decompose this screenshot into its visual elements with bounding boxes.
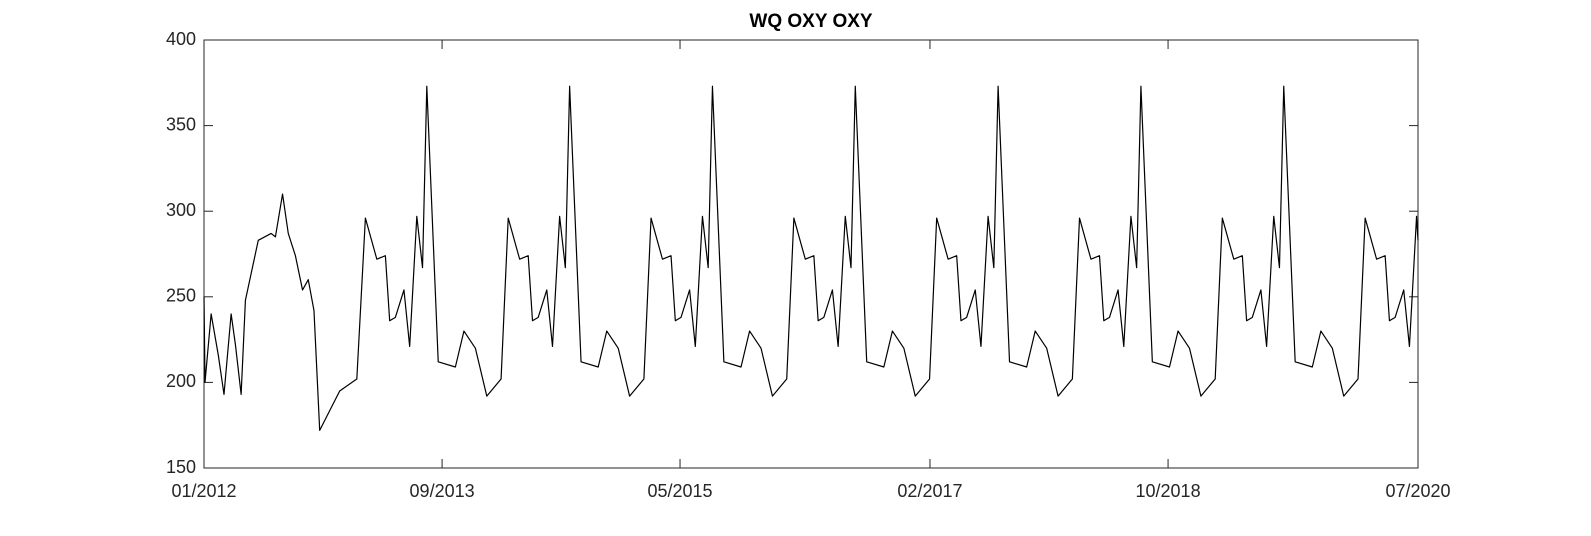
y-tick-label: 350 [166, 114, 196, 134]
y-tick-label: 200 [166, 371, 196, 391]
x-tick-label: 10/2018 [1136, 481, 1201, 501]
y-tick-label: 150 [166, 457, 196, 477]
x-tick-label: 01/2012 [171, 481, 236, 501]
chart-title: WQ OXY OXY [749, 11, 873, 32]
x-tick-label: 09/2013 [410, 481, 475, 501]
y-tick-label: 250 [166, 286, 196, 306]
y-tick-label: 300 [166, 200, 196, 220]
plot-box [203, 39, 1419, 469]
data-line [203, 85, 1419, 431]
y-tick-label: 400 [166, 29, 196, 49]
x-tick-label: 02/2017 [897, 481, 962, 501]
x-tick-label: 05/2015 [647, 481, 712, 501]
x-tick-label: 07/2020 [1385, 481, 1450, 501]
